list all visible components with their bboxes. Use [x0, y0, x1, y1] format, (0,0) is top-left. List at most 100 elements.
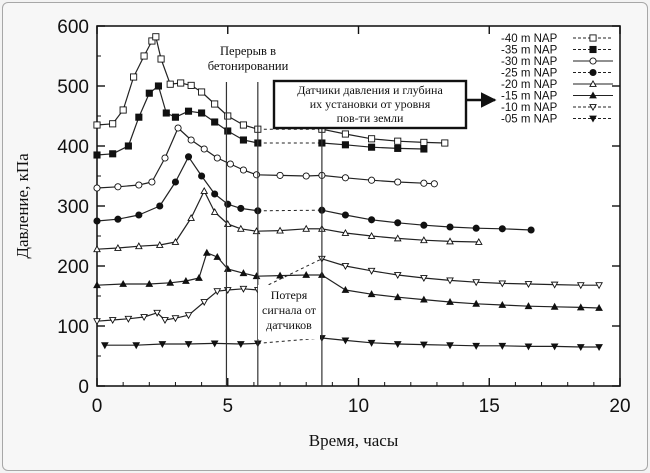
data-point	[550, 281, 559, 289]
series-segment	[321, 209, 346, 216]
data-point	[239, 269, 248, 277]
series-segment	[397, 296, 424, 301]
data-point	[368, 143, 376, 151]
data-point	[367, 339, 376, 347]
series-segment	[280, 274, 307, 277]
data-point	[367, 290, 376, 298]
series-segment	[345, 289, 372, 295]
data-point	[224, 112, 232, 120]
series-segment	[580, 306, 600, 309]
data-point	[119, 279, 128, 287]
series-segment	[96, 319, 113, 322]
series-segment	[188, 156, 203, 177]
data-point	[446, 277, 454, 285]
data-point	[174, 124, 182, 132]
series-segment	[345, 232, 372, 237]
data-point	[134, 242, 143, 250]
series-segment	[321, 274, 346, 291]
data-point	[430, 180, 438, 188]
data-point	[420, 236, 428, 244]
y-tick-label: 300	[57, 197, 89, 218]
series-segment	[240, 228, 257, 232]
series-segment	[423, 224, 451, 228]
series-segment	[423, 299, 451, 303]
y-tick-label: 100	[57, 317, 89, 338]
data-point	[148, 37, 156, 45]
data-point	[446, 297, 454, 305]
x-tick-label: 5	[222, 396, 233, 417]
data-point	[368, 135, 376, 143]
data-point	[368, 216, 376, 224]
series-segment	[449, 226, 477, 229]
data-point	[211, 118, 219, 126]
data-point	[182, 276, 190, 284]
data-point	[171, 178, 179, 186]
data-point	[524, 302, 533, 310]
data-point	[184, 312, 193, 320]
series-segment	[159, 181, 176, 207]
series-line	[100, 335, 603, 352]
data-point	[527, 226, 535, 234]
series-segment	[170, 280, 186, 284]
series-segment	[397, 237, 424, 241]
series-segment	[138, 244, 160, 247]
series-segment	[321, 337, 346, 341]
data-point	[472, 279, 481, 287]
series-segment	[397, 147, 424, 150]
data-point	[237, 204, 245, 212]
series-segment	[528, 283, 555, 286]
series-segment	[201, 175, 216, 195]
data-point	[276, 271, 284, 279]
legend-label: -40 m NAP	[501, 33, 558, 45]
series-segment	[256, 230, 281, 232]
data-point	[161, 317, 169, 325]
data-point	[420, 341, 428, 349]
series-segment	[227, 288, 244, 291]
data-point	[158, 341, 167, 349]
data-point	[224, 127, 232, 135]
data-point	[211, 190, 219, 198]
data-point	[109, 150, 117, 158]
data-point	[498, 300, 507, 308]
data-point	[595, 303, 603, 311]
series-segment	[155, 36, 162, 60]
series-segment	[151, 157, 166, 183]
legend-label: -35 m NAP	[501, 45, 558, 57]
series-segment	[174, 156, 190, 183]
data-point	[171, 237, 180, 245]
data-point	[474, 237, 483, 245]
data-point	[135, 181, 143, 189]
series-segment	[397, 222, 424, 226]
data-point	[595, 344, 603, 352]
series-segment	[397, 140, 424, 143]
data-point	[145, 279, 154, 287]
series-segment	[345, 177, 372, 181]
data-point	[93, 245, 101, 253]
data-point	[576, 282, 585, 290]
series-segment	[345, 214, 372, 221]
data-point	[226, 160, 234, 168]
data-point	[157, 55, 165, 63]
data-point	[100, 342, 109, 350]
data-point	[184, 341, 193, 349]
series-segment	[371, 179, 398, 183]
data-point	[93, 184, 101, 192]
data-point	[200, 145, 208, 153]
data-point	[213, 288, 222, 296]
data-point	[213, 154, 221, 162]
y-tick-label: 500	[57, 77, 89, 98]
data-point	[589, 45, 597, 54]
annotation-lost-bg	[258, 285, 320, 339]
data-point	[154, 82, 163, 90]
data-point	[498, 280, 507, 288]
data-point	[341, 263, 350, 271]
data-point	[162, 109, 170, 117]
series-segment	[371, 219, 398, 224]
data-point	[393, 341, 402, 349]
data-point	[135, 211, 143, 219]
annotation-line: пов-ти земли	[337, 111, 404, 125]
series-segment	[174, 217, 192, 243]
series-segment	[243, 288, 258, 291]
data-point	[393, 293, 402, 301]
